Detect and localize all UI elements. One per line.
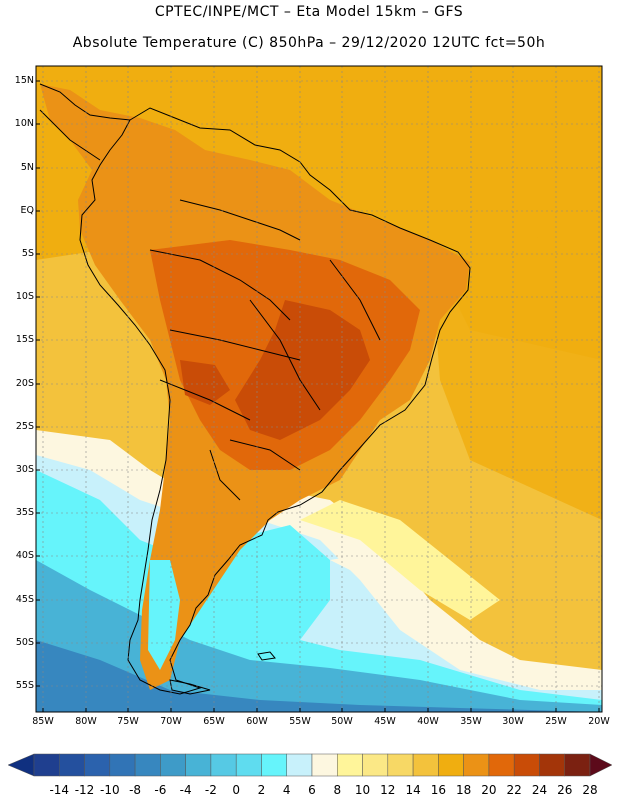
graticule [36, 66, 602, 712]
colorbar-tick-label: 12 [380, 783, 396, 797]
atlantic-yellow-tongue [300, 500, 500, 620]
colorbar-swatch [210, 753, 237, 777]
lat-label-eq: EQ [20, 205, 34, 216]
lon-label-45w: 45W [374, 716, 396, 727]
colorbar-tick-label: 4 [282, 783, 291, 797]
lon-label-55w: 55W [289, 716, 311, 727]
lat-label-15s: 15S [15, 334, 34, 345]
lon-label-40w: 40W [417, 716, 439, 727]
colorbar-swatch [539, 753, 565, 777]
colorbar-tick-label: 18 [455, 783, 472, 797]
lon-label-65w: 65W [203, 716, 225, 727]
lat-label-25s: 25S [15, 421, 34, 432]
colorbar-swatch [134, 753, 161, 777]
colorbar-tick-label: 24 [531, 783, 548, 797]
axis-ticks [36, 80, 600, 712]
colorbar-swatch [185, 753, 212, 777]
colorbar-swatch [564, 753, 591, 777]
colorbar-tick-label: 0 [232, 783, 240, 797]
colorbar-tick-label: 20 [481, 783, 497, 797]
temperature-field [36, 66, 602, 712]
south-america-coastline [79, 107, 471, 695]
lat-label-10s: 10S [15, 291, 34, 302]
colorbar-swatch [438, 753, 464, 777]
colorbar-swatch [387, 753, 414, 777]
colorbar [7, 753, 613, 777]
colorbar-tick-label: 2 [257, 783, 266, 797]
tierra-del-fuego [169, 679, 211, 695]
lon-label-30w: 30W [502, 716, 524, 727]
lon-label-75w: 75W [117, 716, 139, 727]
colorbar-tick-label: 26 [557, 783, 573, 797]
colorbar-tick-label: 14 [405, 783, 421, 797]
colorbar-tick-label: 28 [582, 783, 598, 797]
lat-label-5s: 5S [21, 248, 34, 259]
colorbar-swatch [337, 753, 363, 777]
colorbar-swatch [261, 753, 287, 777]
country-borders [149, 199, 381, 501]
falkland-islands [257, 651, 276, 661]
colorbar-min-arrow [7, 753, 35, 777]
coastline-outlines [39, 83, 471, 695]
lon-label-25w: 25W [545, 716, 567, 727]
colorbar-tick-label: -12 [74, 783, 95, 797]
colorbar-tick-label: 22 [506, 783, 522, 797]
colorbar-swatch [84, 753, 111, 777]
east-ocean-warm [430, 230, 602, 520]
lon-label-35w: 35W [460, 716, 482, 727]
colorbar-swatch [311, 753, 338, 777]
map-subtitle: Absolute Temperature (C) 850hPa – 29/12/… [72, 35, 546, 51]
lat-label-50s: 50S [15, 637, 34, 648]
colorbar-tick-label: 8 [333, 783, 342, 797]
lat-label-45s: 45S [15, 594, 34, 605]
map-frame [35, 65, 603, 713]
colorbar-swatch [109, 753, 136, 777]
colorbar-max-arrow [589, 753, 613, 777]
land-hotter-core [235, 300, 370, 440]
lat-label-40s: 40S [15, 550, 34, 561]
lat-label-30s: 30S [15, 464, 34, 475]
colorbar-tick-label: 16 [430, 783, 446, 797]
colorbar-swatch [59, 753, 85, 777]
colorbar-swatch [160, 753, 186, 777]
lon-label-60w: 60W [246, 716, 268, 727]
chaco-hot-spot [180, 360, 230, 405]
colorbar-tick-label: 10 [354, 783, 371, 797]
colorbar-swatch [235, 753, 262, 777]
patagonia-cool [148, 560, 180, 670]
colorbar-tick-label: -14 [49, 783, 70, 797]
colorbar-tick-label: -6 [154, 783, 167, 797]
colorbar-swatch [488, 753, 515, 777]
lon-label-50w: 50W [331, 716, 353, 727]
colorbar-swatch [412, 753, 439, 777]
lon-label-80w: 80W [75, 716, 97, 727]
lat-label-20s: 20S [15, 378, 34, 389]
map-title: CPTEC/INPE/MCT – Eta Model 15km – GFS [154, 4, 464, 20]
lat-label-10n: 10N [14, 118, 34, 129]
lon-label-70w: 70W [160, 716, 182, 727]
lon-label-85w: 85W [32, 716, 54, 727]
lat-label-35s: 35S [15, 507, 34, 518]
colorbar-tick-label: -2 [204, 783, 217, 797]
colorbar-swatch [362, 753, 389, 777]
south-ocean-light-blue [36, 560, 602, 712]
colorbar-swatch [513, 753, 540, 777]
colorbar-swatch [463, 753, 490, 777]
colorbar-tick-label: -8 [129, 783, 142, 797]
colorbar-swatch [33, 753, 60, 777]
lat-label-55s: 55S [15, 680, 34, 691]
colorbar-tick-label: 6 [308, 783, 316, 797]
colorbar-tick-label: -10 [100, 783, 120, 797]
colorbar-swatch [286, 753, 313, 777]
colorbar-tick-label: -4 [179, 783, 192, 797]
lon-label-20w: 20W [588, 716, 610, 727]
lat-label-15n: 15N [14, 75, 34, 86]
central-america-coastline [39, 83, 131, 161]
lat-label-5n: 5N [20, 162, 34, 173]
